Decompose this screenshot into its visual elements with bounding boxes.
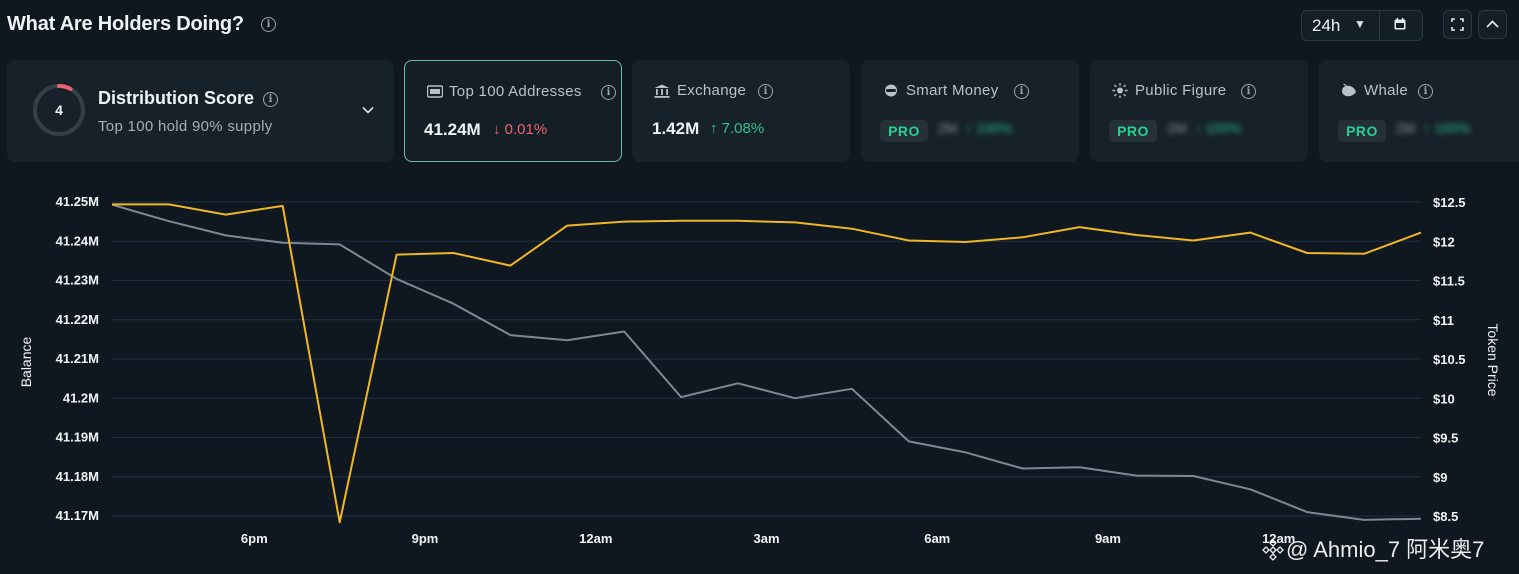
hidden-value: 2M xyxy=(1167,120,1187,136)
fullscreen-button[interactable] xyxy=(1443,10,1472,39)
pro-badge[interactable]: PRO xyxy=(1109,120,1157,142)
hidden-value: 2M xyxy=(1396,120,1416,136)
bank-icon xyxy=(654,84,670,98)
change-badge: ↓ 0.01% xyxy=(493,121,547,138)
left-tick-label: 41.22M xyxy=(56,312,99,327)
change-value: 0.01% xyxy=(504,121,548,138)
left-tick-label: 41.19M xyxy=(56,430,99,445)
watermark: @ Ahmio_7 阿米奥7 xyxy=(1262,532,1484,564)
right-tick-label: $11.5 xyxy=(1433,274,1465,289)
right-axis-label: Token Price xyxy=(1485,323,1501,396)
exchange-logo-icon xyxy=(1262,539,1284,561)
x-tick-label: 12am xyxy=(579,531,612,546)
left-axis-label: Balance xyxy=(18,336,34,387)
info-icon[interactable]: i xyxy=(601,85,616,100)
info-icon[interactable]: i xyxy=(1241,84,1256,99)
grid-lines xyxy=(112,201,1421,517)
watermark-text: @ Ahmio_7 阿米奥7 xyxy=(1286,537,1485,562)
token-price-line xyxy=(112,203,1422,524)
right-tick-label: $9.5 xyxy=(1433,431,1458,446)
holder-cards: 4 Distribution Score i Top 100 hold 90% … xyxy=(0,60,1519,162)
change-value: 7.08% xyxy=(721,120,765,137)
time-range-control: 24h ▼ xyxy=(1301,10,1423,41)
widget-title: What Are Holders Doing? xyxy=(7,13,244,35)
divider xyxy=(1379,11,1380,40)
score-ring xyxy=(33,84,85,136)
widget-header: What Are Holders Doing? i 24h ▼ xyxy=(0,0,1519,52)
right-tick-label: $12 xyxy=(1433,234,1455,249)
series-lines xyxy=(111,203,1422,524)
left-tick-label: 41.18M xyxy=(56,469,99,484)
card-title: Exchange xyxy=(677,82,747,99)
info-icon[interactable]: i xyxy=(261,17,276,32)
arrow-up-icon: ↑ xyxy=(710,120,718,137)
chevron-down-icon: ▼ xyxy=(1354,17,1366,31)
x-tick-label: 9pm xyxy=(412,531,439,546)
left-tick-label: 41.17M xyxy=(56,508,99,523)
right-tick-label: $10 xyxy=(1433,391,1455,406)
left-tick-label: 41.24M xyxy=(56,233,99,248)
hidden-change: 100% xyxy=(976,120,1013,136)
left-tick-label: 41.21M xyxy=(56,351,99,366)
arrow-down-icon: ↓ xyxy=(493,121,501,138)
whale-card[interactable]: Whale i PRO 2M ↑ 100% xyxy=(1319,60,1519,162)
smart-money-card[interactable]: Smart Money i PRO 2M ↑ 100% xyxy=(861,60,1079,162)
right-tick-label: $11 xyxy=(1433,313,1454,328)
pro-badge[interactable]: PRO xyxy=(1338,120,1386,142)
card-title: Top 100 Addresses xyxy=(449,83,582,100)
right-tick-label: $9 xyxy=(1433,470,1447,485)
x-tick-label: 6am xyxy=(924,531,950,546)
hidden-change: 100% xyxy=(1205,120,1242,136)
card-title: Distribution Score xyxy=(98,88,255,108)
card-value: 41.24M xyxy=(424,120,481,139)
card-title: Whale xyxy=(1364,82,1409,99)
hidden-change: 100% xyxy=(1434,120,1471,136)
locked-value: 2M ↑ 100% xyxy=(938,120,1013,136)
x-tick-label: 6pm xyxy=(241,531,268,546)
x-tick-label: 3am xyxy=(753,531,779,546)
wallet-icon xyxy=(427,85,443,98)
info-icon[interactable]: i xyxy=(1014,84,1029,99)
left-tick-label: 41.2M xyxy=(63,390,99,405)
public-figure-card[interactable]: Public Figure i PRO 2M ↑ 100% xyxy=(1090,60,1308,162)
expand-icon xyxy=(1451,18,1464,31)
pro-badge[interactable]: PRO xyxy=(880,120,928,142)
info-icon[interactable]: i xyxy=(263,92,278,107)
card-value: 1.42M xyxy=(652,119,700,138)
smart-money-icon xyxy=(885,84,897,97)
holders-chart: 41.25M 41.24M 41.23M 41.22M 41.21M 41.2M 41.19… xyxy=(18,194,1501,546)
card-title: Smart Money xyxy=(906,82,999,99)
time-range-select[interactable]: 24h ▼ xyxy=(1302,11,1378,40)
x-tick-label: 9am xyxy=(1095,531,1121,546)
right-axis: $12.5 $12 $11.5 $11 $10.5 $10 $9.5 $9 $8.5 xyxy=(1433,195,1466,524)
calendar-icon[interactable] xyxy=(1394,18,1406,30)
info-icon[interactable]: i xyxy=(758,84,773,99)
x-axis: 6pm 9pm 12am 3am 6am 9am 12am xyxy=(241,531,1295,546)
left-tick-label: 41.23M xyxy=(56,273,99,288)
chevron-up-icon xyxy=(1486,20,1499,28)
card-title: Public Figure xyxy=(1135,82,1227,99)
left-tick-label: 41.25M xyxy=(56,194,99,209)
exchange-card[interactable]: Exchange i 1.42M ↑ 7.08% xyxy=(632,60,850,162)
right-tick-label: $10.5 xyxy=(1433,352,1466,367)
time-range-value: 24h xyxy=(1312,16,1341,35)
locked-value: 2M ↑ 100% xyxy=(1396,120,1471,136)
collapse-button[interactable] xyxy=(1478,10,1507,39)
left-axis: 41.25M 41.24M 41.23M 41.22M 41.21M 41.2M 41.19… xyxy=(56,194,99,523)
hidden-value: 2M xyxy=(938,120,958,136)
right-tick-label: $8.5 xyxy=(1433,509,1458,524)
top-100-addresses-card[interactable]: Top 100 Addresses i 41.24M ↓ 0.01% xyxy=(404,60,622,162)
card-subtitle: Top 100 hold 90% supply xyxy=(98,118,273,135)
chevron-down-icon[interactable] xyxy=(362,104,374,116)
score-value: 4 xyxy=(55,102,63,118)
distribution-score-card[interactable]: 4 Distribution Score i Top 100 hold 90% … xyxy=(7,60,394,162)
balance-line xyxy=(111,203,1422,521)
change-badge: ↑ 7.08% xyxy=(710,120,764,137)
whale-icon xyxy=(1342,83,1356,97)
info-icon[interactable]: i xyxy=(1418,84,1433,99)
sparkle-icon xyxy=(1112,83,1128,98)
right-tick-label: $12.5 xyxy=(1433,195,1466,210)
locked-value: 2M ↑ 100% xyxy=(1167,120,1242,136)
